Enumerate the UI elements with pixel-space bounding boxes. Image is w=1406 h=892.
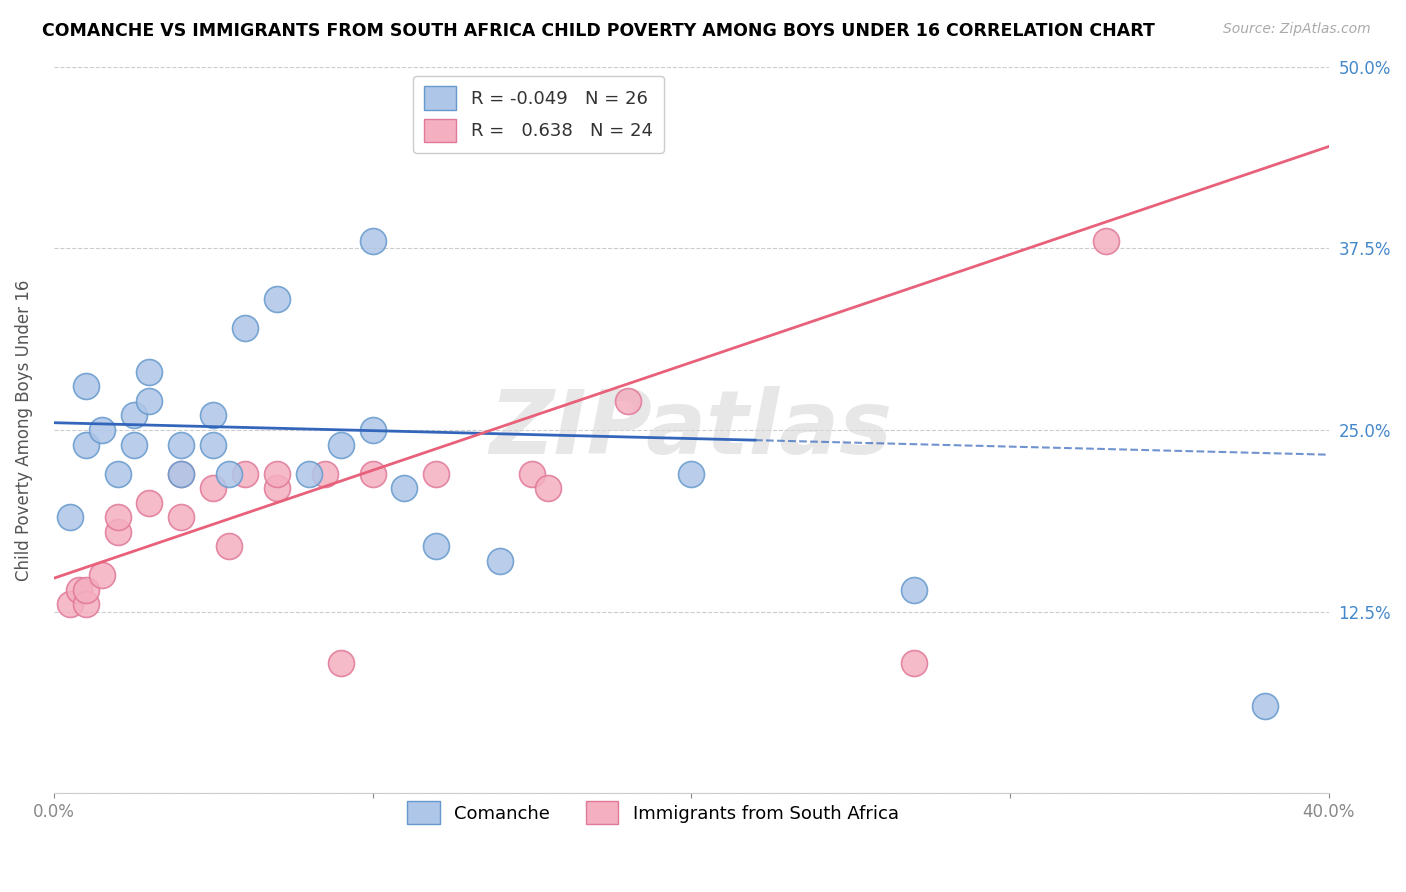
Point [107,467,129,481]
Point [361,467,384,481]
Point [489,554,512,568]
Point [233,321,256,335]
Point [425,539,447,553]
Text: COMANCHE VS IMMIGRANTS FROM SOUTH AFRICA CHILD POVERTY AMONG BOYS UNDER 16 CORRE: COMANCHE VS IMMIGRANTS FROM SOUTH AFRICA… [42,22,1156,40]
Point [520,467,543,481]
Point [266,481,288,495]
Point [59,598,82,612]
Point [75,379,97,393]
Point [1254,699,1277,714]
Point [170,437,193,451]
Point [329,656,352,670]
Point [903,582,925,597]
Point [138,393,160,408]
Point [202,409,225,423]
Point [314,467,336,481]
Point [90,423,112,437]
Point [298,467,321,481]
Point [122,437,145,451]
Point [170,510,193,524]
Point [170,467,193,481]
Point [122,409,145,423]
Point [903,656,925,670]
Point [218,467,240,481]
Legend: Comanche, Immigrants from South Africa: Comanche, Immigrants from South Africa [396,790,910,835]
Point [361,423,384,437]
Point [107,524,129,539]
Point [67,582,90,597]
Point [107,510,129,524]
Point [361,234,384,248]
Point [218,539,240,553]
Point [266,292,288,306]
Point [170,467,193,481]
Point [233,467,256,481]
Point [202,481,225,495]
Point [266,467,288,481]
Point [394,481,416,495]
Point [329,437,352,451]
Point [537,481,560,495]
Point [202,437,225,451]
Text: ZIPatlas: ZIPatlas [489,386,893,474]
Point [1094,234,1116,248]
Point [75,582,97,597]
Point [90,568,112,582]
Point [138,365,160,379]
Point [681,467,703,481]
Point [425,467,447,481]
Point [75,437,97,451]
Point [59,510,82,524]
Point [616,393,638,408]
Point [75,598,97,612]
Y-axis label: Child Poverty Among Boys Under 16: Child Poverty Among Boys Under 16 [15,279,32,581]
Text: Source: ZipAtlas.com: Source: ZipAtlas.com [1223,22,1371,37]
Point [138,496,160,510]
